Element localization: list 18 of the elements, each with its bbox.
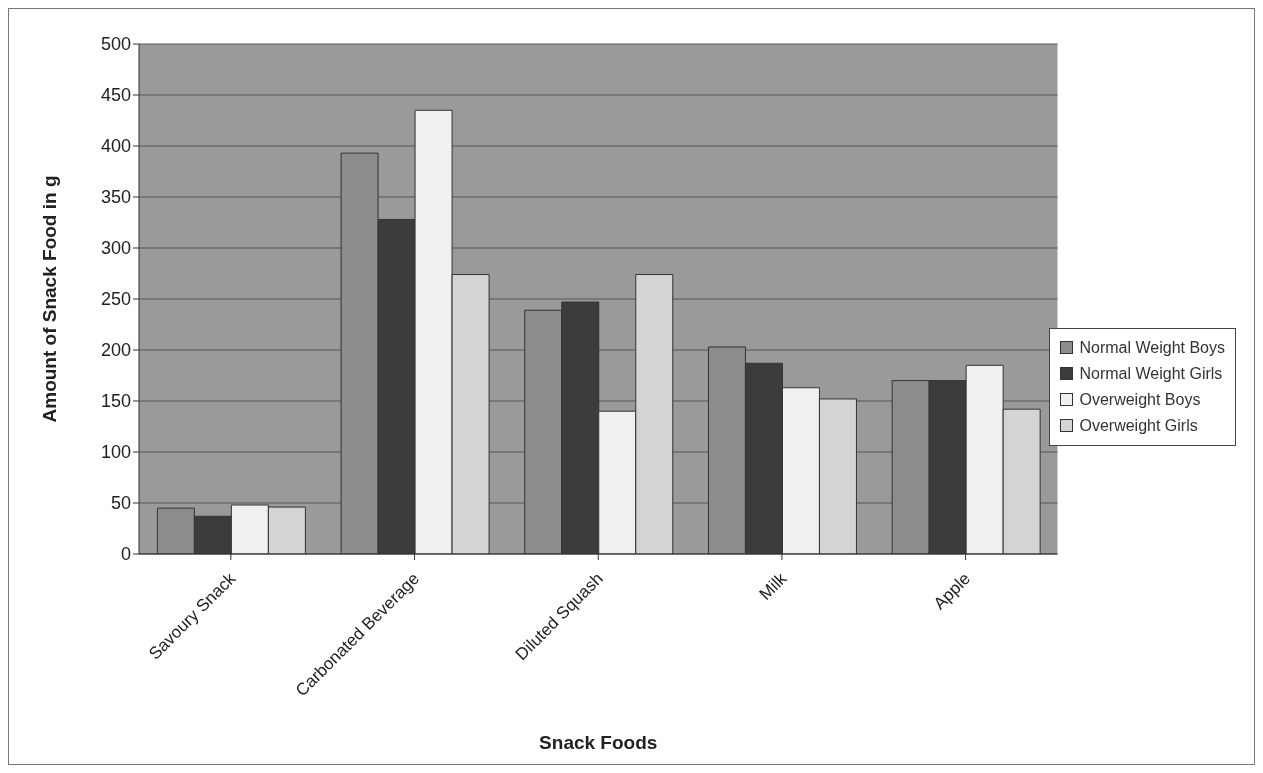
y-tick-label: 350 [100, 187, 131, 208]
y-tick-label: 400 [100, 136, 131, 157]
legend-label: Overweight Girls [1079, 415, 1198, 436]
y-axis-title: Amount of Snack Food in g [38, 175, 60, 423]
legend-label: Normal Weight Girls [1079, 363, 1223, 384]
legend-label: Normal Weight Boys [1079, 337, 1225, 358]
y-tick-label: 0 [120, 544, 131, 565]
y-tick-label: 150 [100, 391, 131, 412]
y-tick-label: 200 [100, 340, 131, 361]
x-tick-label: Milk [755, 568, 791, 604]
y-tick-label: 50 [110, 493, 131, 514]
y-tick-label: 450 [100, 85, 131, 106]
y-tick-label: 300 [100, 238, 131, 259]
y-tick-label: 500 [100, 34, 131, 55]
y-tick-label: 250 [100, 289, 131, 310]
legend-label: Overweight Boys [1079, 389, 1201, 410]
x-axis-title: Snack Foods [539, 732, 658, 753]
y-tick-label: 100 [100, 442, 131, 463]
